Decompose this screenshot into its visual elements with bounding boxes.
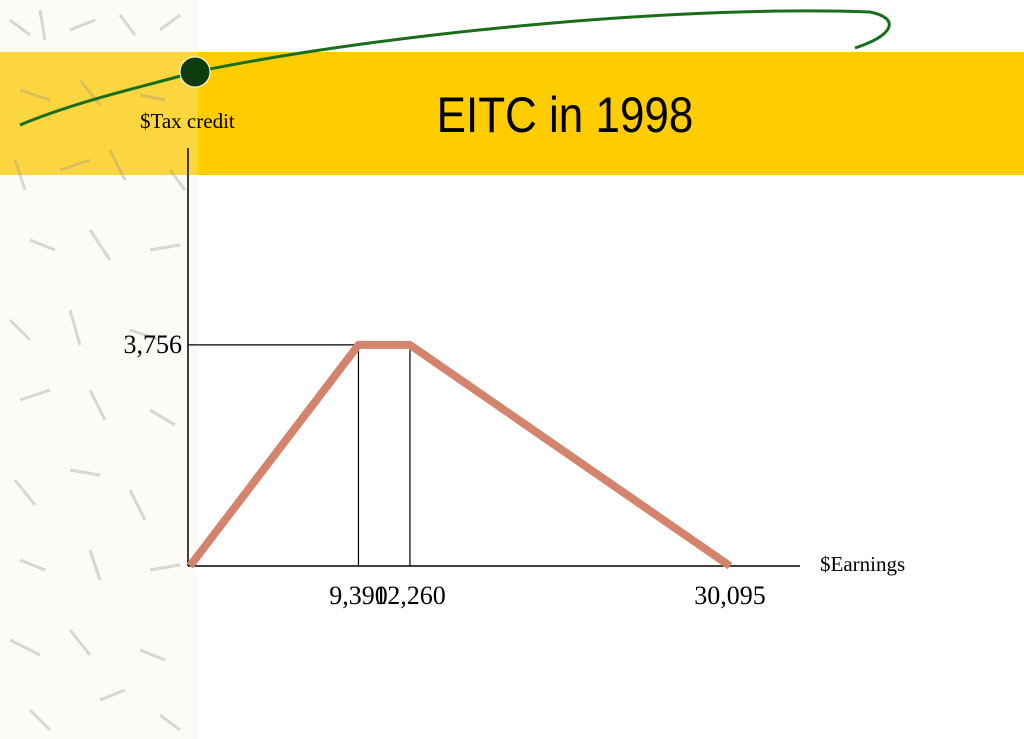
x-tick-label: 12,260 xyxy=(374,581,446,610)
decor-swoosh xyxy=(19,9,891,127)
y-tick-label: 3,756 xyxy=(124,330,183,359)
decor-pattern xyxy=(8,9,187,732)
x-axis-label: $Earnings xyxy=(820,552,905,576)
x-tick-label: 9,390 xyxy=(329,581,388,610)
slide-title: EITC in 1998 xyxy=(437,86,694,142)
decor-strip xyxy=(0,0,198,739)
credit-line xyxy=(186,340,733,570)
title-band xyxy=(0,52,1024,175)
x-tick-label: 30,095 xyxy=(694,581,766,610)
decor-orb xyxy=(179,56,211,88)
y-axis-label: $Tax credit xyxy=(140,109,235,133)
decor-bg xyxy=(0,0,198,739)
